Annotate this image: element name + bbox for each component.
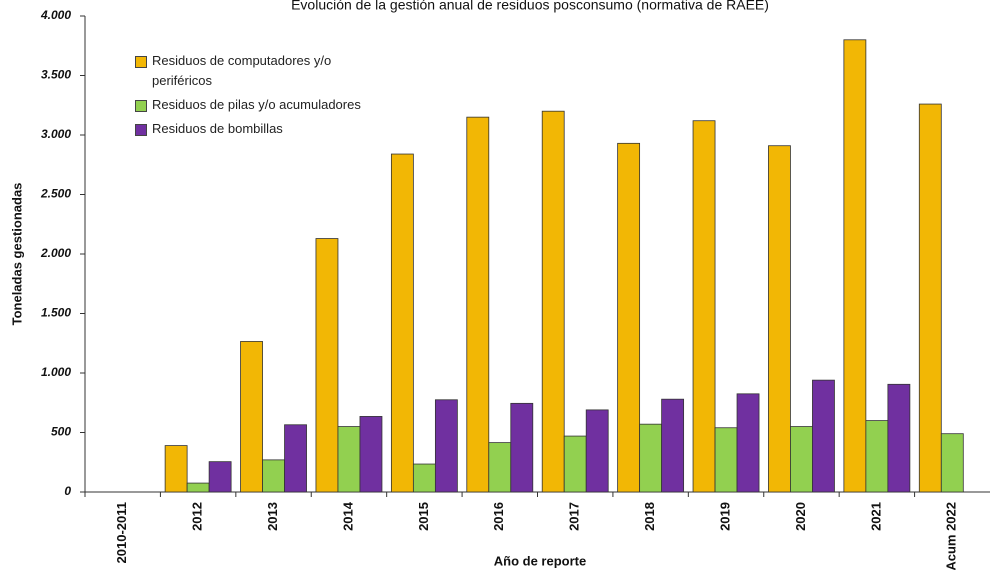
y-tick-label: 2.000 <box>40 246 71 260</box>
legend-label: Residuos de pilas y/o acumuladores <box>152 97 361 112</box>
legend-item: Residuos de pilas y/o acumuladores <box>135 95 365 115</box>
y-tick-label: 500 <box>51 425 71 439</box>
bar <box>768 145 791 493</box>
y-tick-label: 3.500 <box>41 68 71 82</box>
bar <box>262 459 285 493</box>
bar <box>790 426 813 493</box>
bar <box>315 238 339 493</box>
bar <box>887 383 911 493</box>
legend-label: Residuos de computadores y/o periféricos <box>152 53 332 88</box>
bar <box>585 409 609 493</box>
x-axis-label: Año de reporte <box>494 553 586 568</box>
x-tick-label: 2013 <box>265 502 280 531</box>
x-tick-label: Acum 2022 <box>944 502 959 570</box>
y-tick-label: 0 <box>64 484 71 498</box>
x-tick-label: 2017 <box>567 502 582 531</box>
bar <box>563 435 587 493</box>
bar <box>812 379 835 493</box>
bar <box>208 461 232 493</box>
y-tick-label: 3.000 <box>41 127 71 141</box>
bar <box>488 442 512 493</box>
bar <box>466 116 490 493</box>
legend-label: Residuos de bombillas <box>152 121 283 136</box>
chart-title: Evolución de la gestión anual de residuo… <box>291 0 769 13</box>
bar <box>337 426 361 493</box>
x-tick-label: 2016 <box>491 502 506 531</box>
bar <box>714 427 738 493</box>
bar <box>692 120 716 493</box>
x-tick-label: 2012 <box>190 502 205 531</box>
bar <box>510 402 534 493</box>
x-tick-label: 2021 <box>868 502 883 531</box>
bar <box>284 424 307 493</box>
bar <box>843 39 867 493</box>
y-tick-label: 2.500 <box>40 187 71 201</box>
bar <box>541 110 565 493</box>
bar <box>940 433 964 493</box>
bar <box>661 398 685 493</box>
y-tick-label: 1.500 <box>41 306 71 320</box>
bar <box>736 393 760 493</box>
x-tick-label: 2014 <box>340 501 355 531</box>
bar <box>617 142 641 493</box>
legend-item: Residuos de bombillas <box>135 119 365 139</box>
y-tick-label: 4.000 <box>40 8 71 22</box>
y-tick-label: 1.000 <box>41 365 71 379</box>
x-tick-label: 2018 <box>642 502 657 531</box>
legend: Residuos de computadores y/o periféricos… <box>135 51 365 143</box>
bar <box>918 103 942 493</box>
bar <box>434 399 458 493</box>
bar <box>390 153 414 493</box>
y-axis-label: Toneladas gestionadas <box>9 183 24 326</box>
bar <box>865 420 889 493</box>
bar <box>240 341 263 493</box>
legend-swatch <box>135 124 147 136</box>
legend-swatch <box>135 56 147 68</box>
x-tick-label: 2015 <box>416 502 431 531</box>
legend-swatch <box>135 100 147 112</box>
bar <box>359 416 383 493</box>
legend-item: Residuos de computadores y/o periféricos <box>135 51 365 91</box>
x-tick-label: 2019 <box>717 502 732 531</box>
bar <box>639 423 663 493</box>
x-tick-label: 2010-2011 <box>114 502 129 563</box>
bar <box>164 445 188 493</box>
bar <box>186 482 210 493</box>
bar <box>412 463 436 493</box>
x-tick-label: 2020 <box>793 502 808 531</box>
